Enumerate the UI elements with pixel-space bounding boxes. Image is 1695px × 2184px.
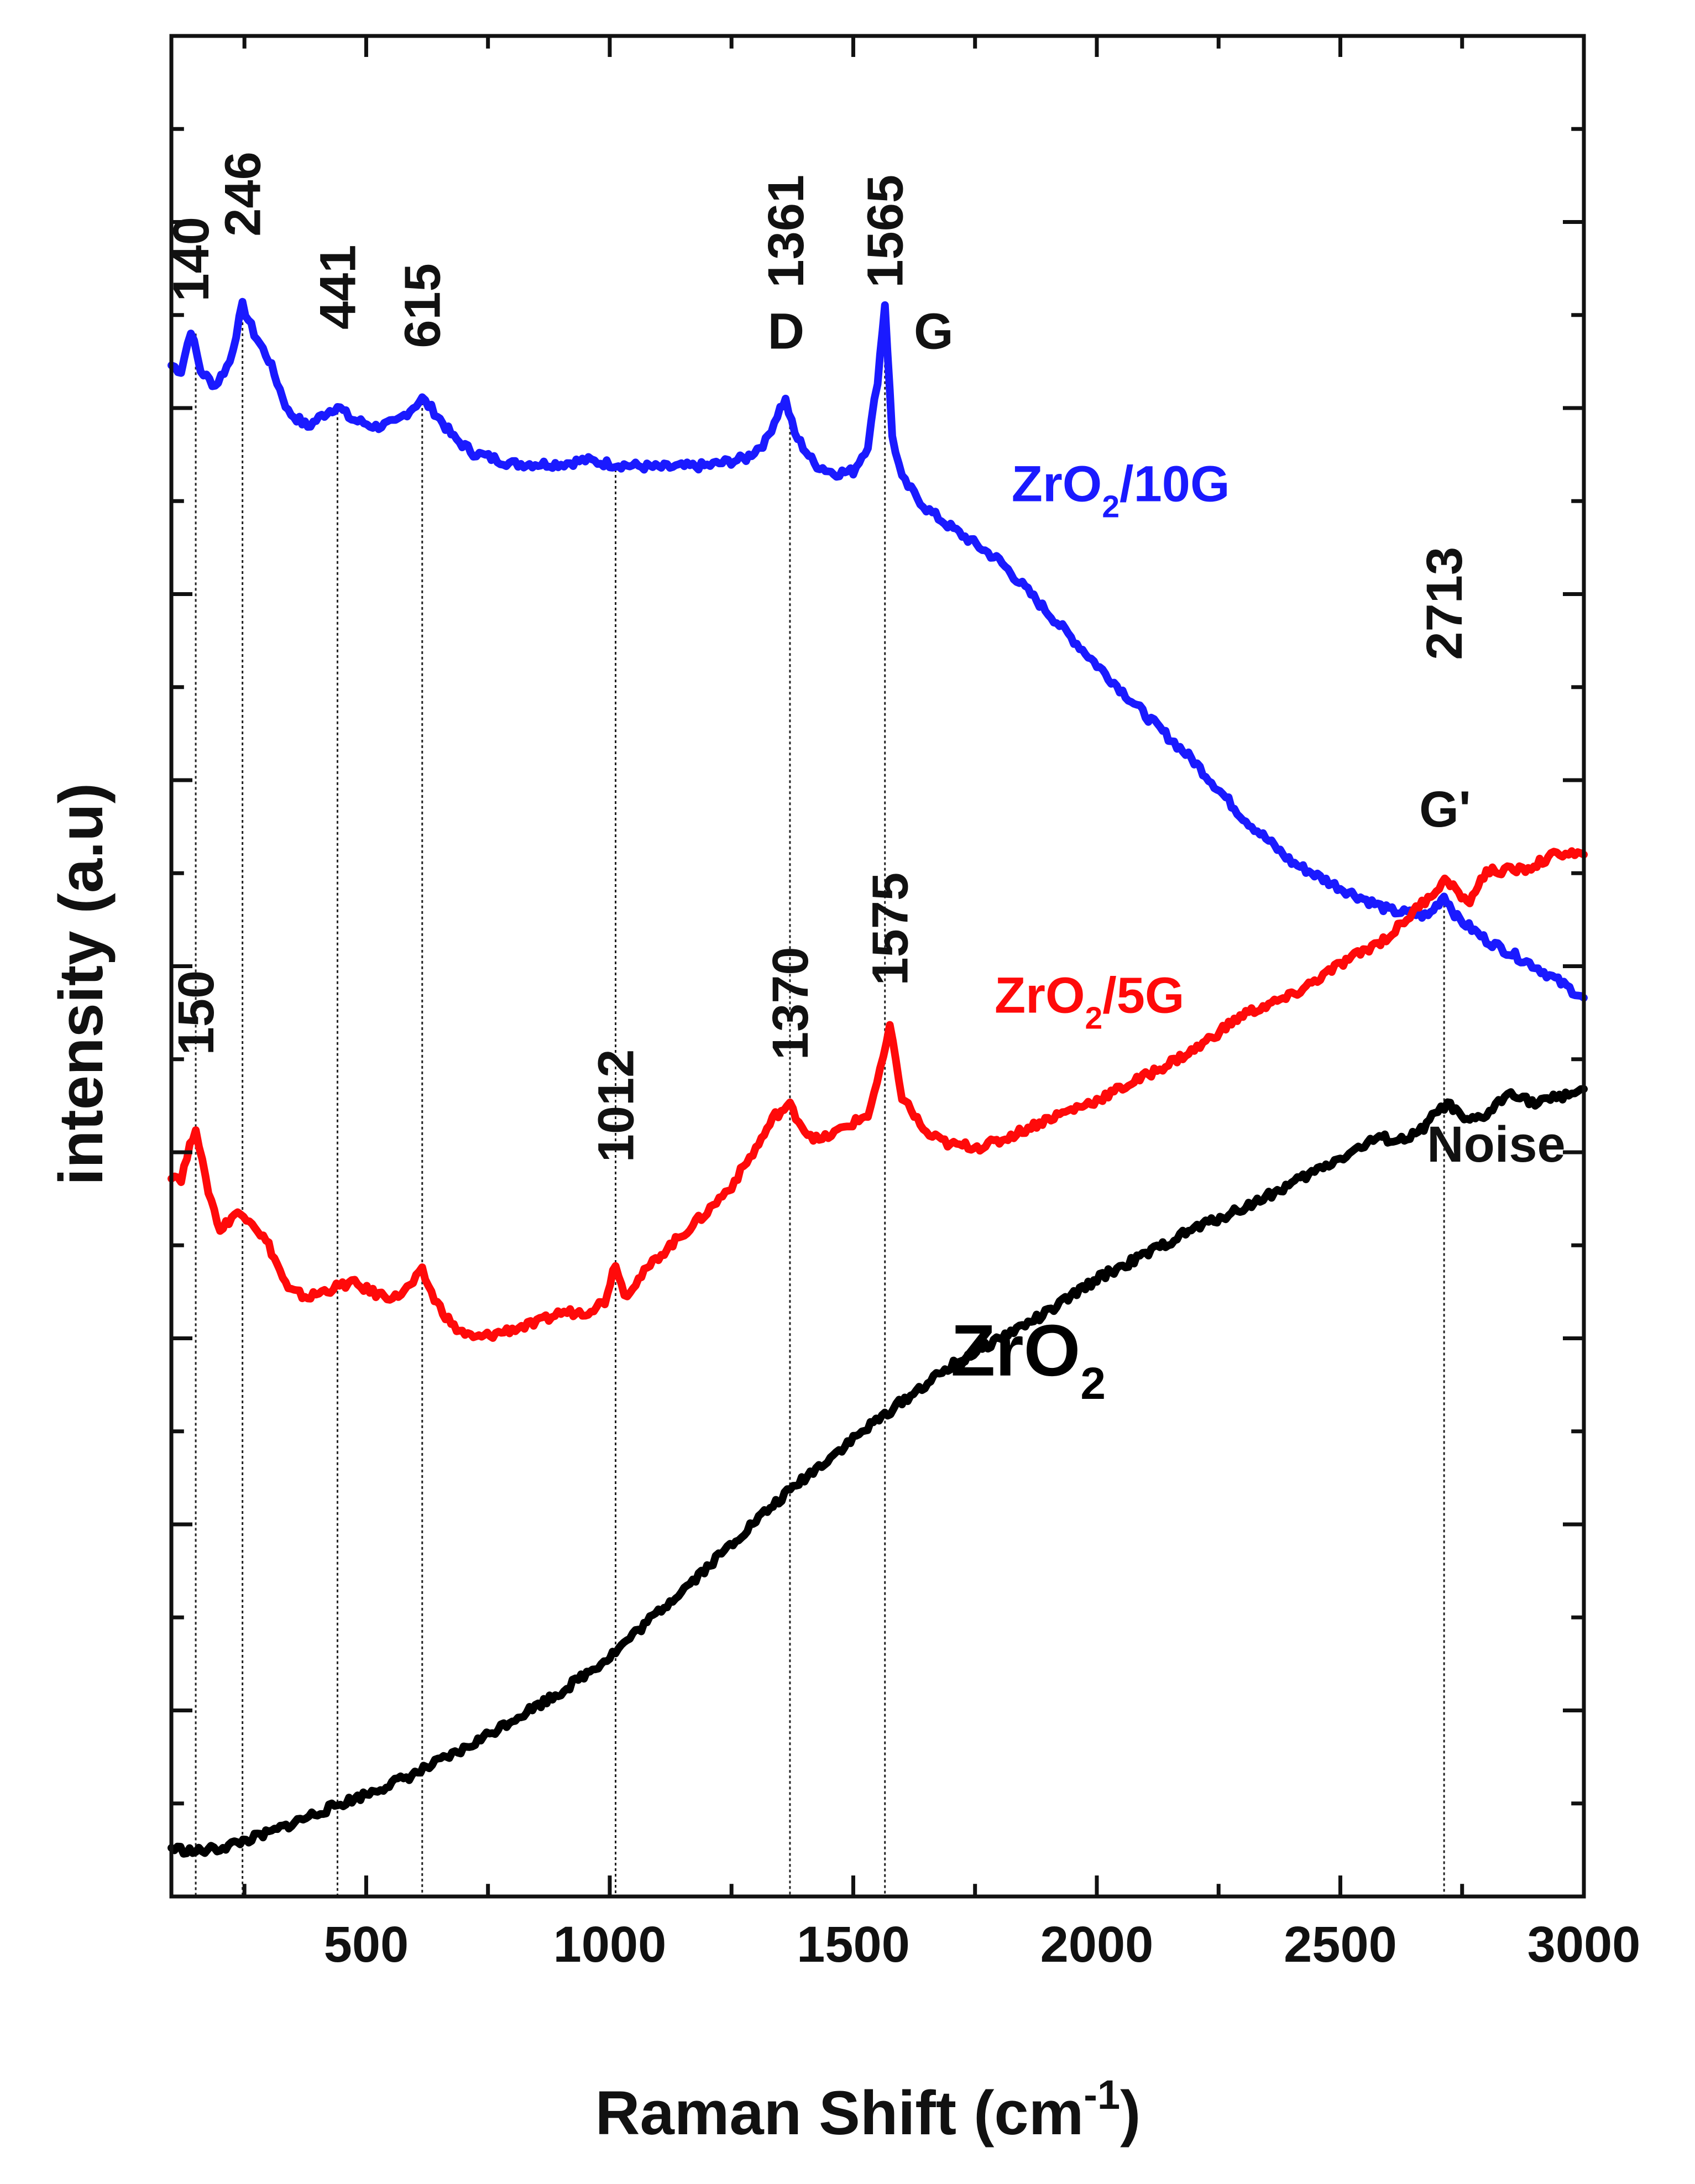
x-axis-title-close: ) (1120, 2078, 1141, 2148)
series-line (168, 1085, 1588, 1858)
band-label: G' (1419, 781, 1471, 838)
series-line (168, 847, 1588, 1342)
x-axis-title-main: Raman Shift (cm (595, 2078, 1084, 2148)
x-axis-title: Raman Shift (cm-1) (595, 2072, 1141, 2148)
series-label-tail: /5G (1102, 968, 1184, 1024)
plot-frame (169, 34, 1586, 1899)
band-label: Noise (1427, 1116, 1566, 1173)
peak-label: 615 (395, 263, 451, 348)
peak-label: 1361 (758, 175, 814, 288)
peak-label: 2713 (1416, 547, 1473, 660)
peak-label: 1565 (857, 175, 914, 288)
x-axis-title-sup: -1 (1084, 2072, 1120, 2118)
peak-label: 150 (168, 970, 224, 1056)
series-label-sub: 2 (1080, 1359, 1106, 1409)
series-label-sub: 2 (1102, 489, 1119, 524)
series-label-sub: 2 (1085, 1001, 1103, 1036)
series-label: ZrO2/10G (1012, 456, 1230, 524)
x-tick-label: 2500 (1284, 1916, 1397, 1973)
peak-label: 1012 (588, 1049, 645, 1163)
series-label-main: ZrO (995, 968, 1085, 1024)
series-line (168, 297, 1588, 1002)
peak-guide-lines (195, 309, 1445, 1896)
series-label: ZrO2 (951, 1310, 1106, 1409)
y-axis-title: intensity (a.u) (46, 783, 116, 1185)
band-label: D (768, 303, 804, 359)
peak-label: 1370 (762, 947, 819, 1060)
x-tick-label: 2000 (1040, 1916, 1154, 1973)
peak-label: 1575 (862, 872, 919, 986)
peak-label: 441 (310, 245, 366, 330)
x-tick-label: 1000 (553, 1916, 667, 1973)
axis-ticks (171, 36, 1584, 1896)
x-tick-label: 3000 (1527, 1916, 1641, 1973)
x-tick-label: 1500 (797, 1916, 910, 1973)
series-label: ZrO2/5G (995, 968, 1185, 1036)
series-lines (168, 297, 1588, 1858)
x-tick-labels: 500 1000 1500 2000 2500 3000 (324, 1916, 1641, 1973)
series-label-tail: /10G (1119, 456, 1230, 512)
peak-label: 140 (163, 217, 219, 302)
band-label: G (914, 303, 954, 359)
peak-label: 246 (215, 151, 271, 237)
x-tick-label: 500 (324, 1916, 409, 1973)
series-label-main: ZrO (1012, 456, 1102, 512)
series-label-main: ZrO (951, 1310, 1081, 1391)
